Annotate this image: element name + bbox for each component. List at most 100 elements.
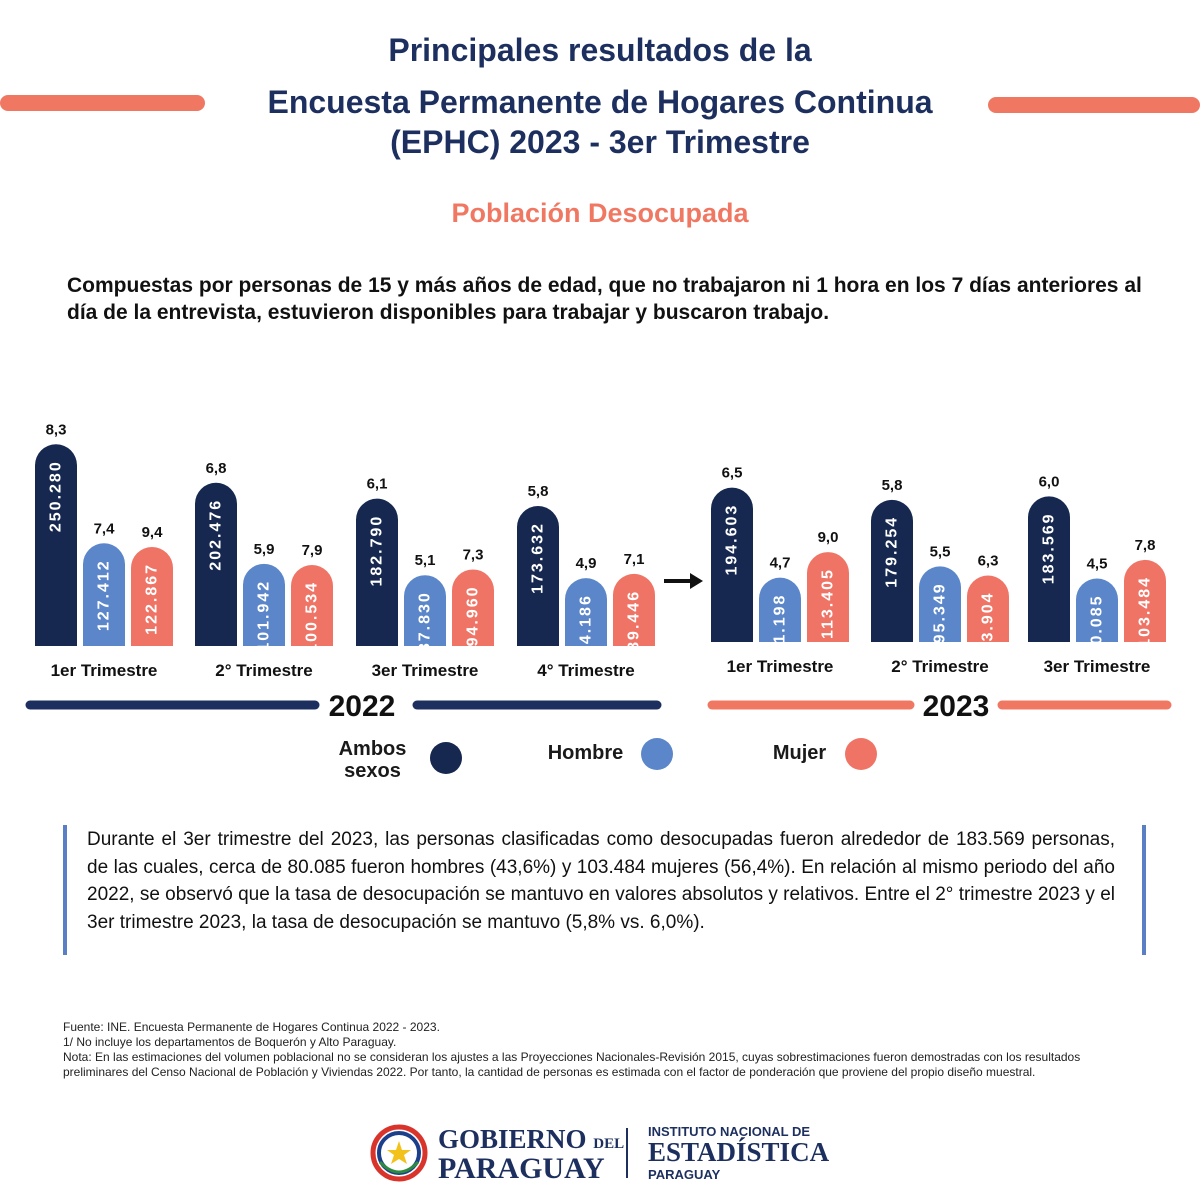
legend-hombre-swatch	[641, 738, 673, 770]
rate-label-2022-q2-mujer: 7,9	[302, 542, 323, 559]
summary-text: Durante el 3er trimestre del 2023, las p…	[87, 829, 1115, 933]
bar-2022-q4-mujer	[613, 573, 655, 646]
title-decoration-right	[988, 97, 1200, 113]
bar-2023-q1-hombre	[759, 577, 801, 642]
bar-2023-q3-mujer	[1124, 559, 1166, 642]
bar-2022-q2-ambos	[195, 482, 237, 646]
bar-2023-q3-hombre	[1076, 578, 1118, 642]
quarter-label-2023-q3: 3er Trimestre	[1044, 657, 1151, 676]
bar-value-label-2023-q2-hombre: 95.349	[932, 582, 949, 643]
bar-value-label-2023-q1-ambos: 194.603	[724, 504, 741, 576]
bar-2023-q2-hombre	[919, 566, 961, 642]
bar-value-label-2022-q1-mujer: 122.867	[144, 563, 161, 635]
rate-label-2023-q2-mujer: 6,3	[978, 552, 999, 569]
quarter-label-2022-q4: 4° Trimestre	[537, 661, 635, 680]
quarter-label-2022-q1: 1er Trimestre	[51, 661, 158, 680]
rate-label-2023-q3-ambos: 6,0	[1039, 473, 1060, 490]
rate-label-2022-q4-mujer: 7,1	[624, 551, 645, 568]
source-note: Fuente: INE. Encuesta Permanente de Hoga…	[63, 1020, 440, 1034]
quarter-label-2023-q2: 2° Trimestre	[891, 657, 989, 676]
rate-label-2022-q3-hombre: 5,1	[415, 552, 436, 569]
bar-2022-q1-mujer	[131, 546, 173, 646]
bar-value-label-2022-q2-ambos: 202.476	[208, 499, 225, 571]
rate-label-2022-q2-hombre: 5,9	[254, 541, 275, 558]
definition-text: Compuestas por personas de 15 y más años…	[67, 274, 1142, 324]
rate-label-2023-q3-hombre: 4,5	[1087, 555, 1108, 572]
rate-label-2023-q1-ambos: 6,5	[722, 465, 743, 482]
year-label-2023: 2023	[923, 690, 990, 720]
legend-ambos-label: Ambos sexos	[330, 738, 415, 782]
rate-label-2022-q1-mujer: 9,4	[142, 524, 164, 541]
bar-value-label-2023-q2-mujer: 83.904	[980, 591, 997, 652]
rate-label-2022-q1-ambos: 8,3	[46, 421, 67, 438]
legend-mujer-swatch	[845, 738, 877, 770]
bar-2022-q3-mujer	[452, 569, 494, 646]
rate-label-2022-q4-ambos: 5,8	[528, 483, 549, 500]
bar-2022-q1-ambos	[35, 444, 77, 646]
year-transition-arrow-icon	[664, 573, 703, 589]
year-label-2022: 2022	[329, 690, 396, 720]
bar-2022-q2-mujer	[291, 564, 333, 646]
bar-value-label-2023-q3-mujer: 103.484	[1137, 576, 1154, 648]
ine-logo-line1: INSTITUTO NACIONAL DE	[648, 1124, 811, 1139]
rate-label-2023-q1-mujer: 9,0	[818, 529, 839, 546]
bar-value-label-2022-q4-ambos: 173.632	[530, 522, 547, 594]
title-line-1: Principales resultados de la	[388, 32, 812, 68]
gov-logo-line2: PARAGUAY	[438, 1152, 605, 1185]
gov-logo-del: DEL	[593, 1136, 625, 1152]
bar-value-label-2022-q4-hombre: 84.186	[578, 594, 595, 655]
rate-label-2022-q2-ambos: 6,8	[206, 460, 227, 477]
bar-2022-q4-ambos	[517, 506, 559, 646]
bar-value-label-2022-q3-hombre: 87.830	[417, 591, 434, 652]
bar-2022-q3-hombre	[404, 575, 446, 646]
bar-value-label-2022-q2-hombre: 101.942	[256, 580, 273, 652]
title-decoration-left	[0, 95, 205, 111]
logo-divider	[626, 1128, 628, 1178]
bar-2022-q2-hombre	[243, 563, 285, 646]
rate-label-2022-q3-ambos: 6,1	[367, 476, 388, 493]
bar-value-label-2022-q3-ambos: 182.790	[369, 515, 386, 587]
paraguay-emblem-icon	[370, 1124, 428, 1182]
bar-value-label-2022-q4-mujer: 89.446	[626, 590, 643, 651]
bar-2023-q1-mujer	[807, 552, 849, 642]
rate-label-2023-q1-hombre: 4,7	[770, 555, 791, 572]
methodology-note: Nota: En las estimaciones del volumen po…	[63, 1050, 1081, 1079]
title-line-3: (EPHC) 2023 - 3er Trimestre	[390, 124, 810, 160]
bar-2023-q2-mujer	[967, 575, 1009, 642]
gov-logo-word: GOBIERNO	[438, 1124, 587, 1154]
bar-2023-q3-ambos	[1028, 496, 1070, 642]
legend-hombre-label: Hombre	[547, 742, 624, 764]
legend-mujer-label: Mujer	[772, 742, 827, 764]
bar-2023-q1-ambos	[711, 487, 753, 642]
ine-logo-line3: PARAGUAY	[648, 1167, 721, 1182]
quarter-label-2022-q3: 3er Trimestre	[372, 661, 479, 680]
rate-label-2022-q1-hombre: 7,4	[94, 520, 116, 537]
bar-value-label-2022-q1-ambos: 250.280	[48, 460, 65, 532]
bar-value-label-2023-q1-mujer: 113.405	[820, 568, 837, 639]
bar-value-label-2022-q1-hombre: 127.412	[96, 559, 113, 631]
section-subtitle: Población Desocupada	[451, 198, 749, 228]
rate-label-2022-q3-mujer: 7,3	[463, 546, 484, 563]
footnotes: Fuente: INE. Encuesta Permanente de Hoga…	[63, 1020, 1143, 1080]
summary-panel	[63, 825, 1146, 955]
bar-value-label-2023-q1-hombre: 81.198	[772, 594, 789, 655]
bar-2022-q3-ambos	[356, 498, 398, 646]
ine-logo-line2: ESTADÍSTICA	[648, 1137, 830, 1167]
bar-value-label-2023-q2-ambos: 179.254	[884, 516, 901, 588]
legend-ambos-line2: sexos	[344, 760, 401, 782]
footnote-1: 1/ No incluye los departamentos de Boque…	[63, 1035, 397, 1049]
rate-label-2022-q4-hombre: 4,9	[576, 555, 597, 572]
legend-ambos-swatch	[430, 742, 462, 774]
rate-label-2023-q2-ambos: 5,8	[882, 477, 903, 494]
unemployment-bar-chart: 250.280 8,3 127.412 7,4 122.867 9,4 1er Trimes…	[25, 421, 1172, 720]
bar-value-label-2022-q3-mujer: 94.960	[465, 585, 482, 646]
title-line-2: Encuesta Permanente de Hogares Continua	[267, 84, 933, 120]
bar-2022-q4-hombre	[565, 578, 607, 646]
bar-2023-q2-ambos	[871, 499, 913, 642]
quarter-label-2023-q1: 1er Trimestre	[727, 657, 834, 676]
gov-logo-line1: GOBIERNO DEL	[438, 1124, 624, 1155]
quarter-label-2022-q2: 2° Trimestre	[215, 661, 313, 680]
bar-2022-q1-hombre	[83, 543, 125, 646]
bar-value-label-2023-q3-ambos: 183.569	[1041, 512, 1058, 584]
rate-label-2023-q2-hombre: 5,5	[930, 543, 951, 560]
